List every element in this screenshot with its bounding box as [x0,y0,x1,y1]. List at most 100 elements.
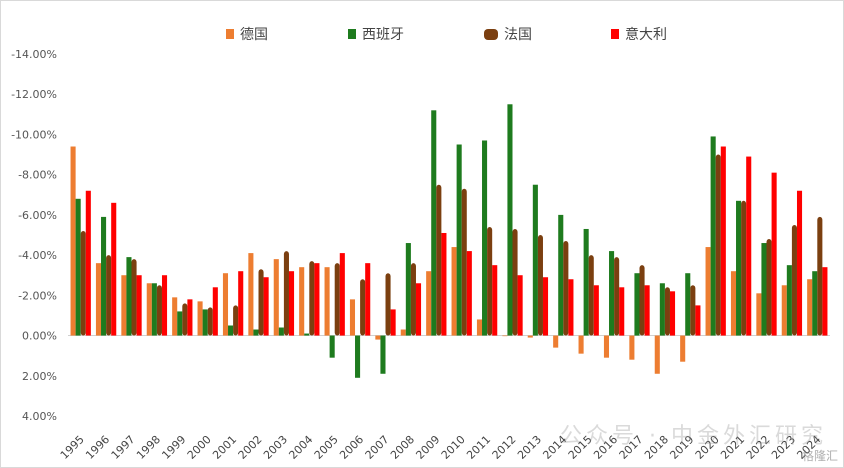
x-tick-label: 2005 [312,433,341,462]
bar-italy-2016 [619,287,625,336]
bar-spain-1996 [101,216,107,336]
bar-spain-2010 [456,144,462,336]
bar-italy-2005 [339,253,345,336]
bar-italy-2002 [263,277,269,336]
bar-germany-2024 [807,279,813,336]
bar-spain-2020 [710,136,716,336]
bar-germany-2012 [502,335,508,337]
legend-item-france: 法国 [484,24,532,44]
x-tick-label: 2017 [617,433,646,462]
y-tick-label: -8.00% [18,169,57,182]
legend: 德国 西班牙 法国 意大利 [0,24,844,46]
bar-italy-1998 [161,275,168,336]
bar-germany-2019 [680,335,686,362]
x-tick-label: 2022 [744,433,773,462]
bar-spain-2022 [761,243,767,336]
bar-spain-2012 [507,104,513,336]
bar-france-2019 [690,285,696,336]
legend-swatch-france [484,28,498,40]
bar-spain-2021 [736,200,742,336]
bar-germany-1995 [70,146,76,336]
bar-spain-2015 [583,228,589,336]
bar-spain-2019 [685,273,691,336]
bar-france-2021 [741,200,747,336]
bar-italy-2008 [415,283,422,336]
bar-spain-2008 [405,243,411,336]
x-tick-label: 2001 [210,433,239,462]
x-tick-label: 2009 [413,433,442,462]
bar-germany-2020 [705,247,711,336]
bar-france-2023 [791,224,797,336]
y-tick-label: -6.00% [18,209,57,222]
x-tick-label: 2010 [439,433,468,462]
x-tick-label: 1998 [134,433,163,462]
legend-label-germany: 德国 [240,27,268,43]
bar-italy-2024 [822,267,828,336]
bar-italy-2023 [796,190,803,336]
x-tick-label: 2023 [769,433,798,462]
legend-label-italy: 意大利 [625,27,667,43]
x-axis: 1995199619971998199920002001200220032004… [58,433,824,462]
x-tick-label: 2007 [363,433,392,462]
x-tick-label: 2008 [388,433,417,462]
y-tick-label: -14.00% [11,48,57,61]
bar-germany-2007 [375,335,381,340]
x-tick-label: 2021 [718,433,747,462]
bar-italy-2009 [441,232,447,336]
bar-italy-2000 [212,287,218,336]
bar-spain-2018 [659,283,665,336]
legend-swatch-spain [348,29,356,39]
bar-france-2004 [309,261,315,336]
y-tick-label: -4.00% [18,249,57,262]
bar-germany-2021 [730,271,737,336]
bar-germany-2005 [324,267,330,336]
bar-france-2007 [385,273,391,336]
bar-spain-2005 [329,335,335,358]
x-tick-label: 2011 [464,433,493,462]
bar-germany-2017 [629,335,635,360]
bar-spain-2007 [380,335,386,374]
bar-italy-2012 [517,275,523,336]
x-tick-label: 2012 [490,433,519,462]
bar-france-2016 [614,257,620,336]
bar-france-1999 [182,303,188,336]
bar-france-2011 [487,226,493,336]
bar-france-2001 [233,305,239,336]
bar-italy-2017 [644,285,650,336]
bar-france-1995 [80,230,86,336]
bar-italy-1996 [111,202,117,336]
bar-france-2014 [563,241,569,336]
bar-italy-1997 [136,275,142,336]
bar-italy-2020 [720,146,726,336]
bar-italy-1999 [187,299,193,336]
bar-italy-2006 [365,263,371,336]
bar-germany-2015 [578,335,584,354]
bar-spain-2003 [278,327,284,336]
bar-germany-1997 [121,275,127,336]
bar-germany-2011 [476,319,483,336]
bar-france-2017 [639,265,645,336]
bar-italy-2003 [288,271,295,336]
bar-france-2018 [664,287,670,336]
bar-spain-1997 [126,257,132,336]
bar-spain-1998 [151,283,157,336]
bar-italy-2022 [771,172,777,336]
x-tick-label: 2015 [566,433,595,462]
bar-france-2003 [283,251,289,336]
bar-spain-2016 [609,251,615,336]
bar-italy-2014 [568,279,574,336]
bar-france-2005 [334,263,340,336]
legend-label-france: 法国 [504,27,532,43]
bar-germany-1998 [146,283,152,336]
corner-mark: 格隆汇 [801,449,838,463]
bar-italy-2004 [314,263,320,336]
x-tick-label: 2014 [540,433,569,462]
bar-france-2012 [512,228,518,336]
x-tick-label: 2016 [591,433,620,462]
bar-france-2008 [410,263,416,336]
bar-germany-2022 [756,293,762,336]
bar-germany-2004 [299,267,305,336]
bar-france-1998 [156,285,162,336]
legend-item-germany: 德国 [226,24,268,44]
